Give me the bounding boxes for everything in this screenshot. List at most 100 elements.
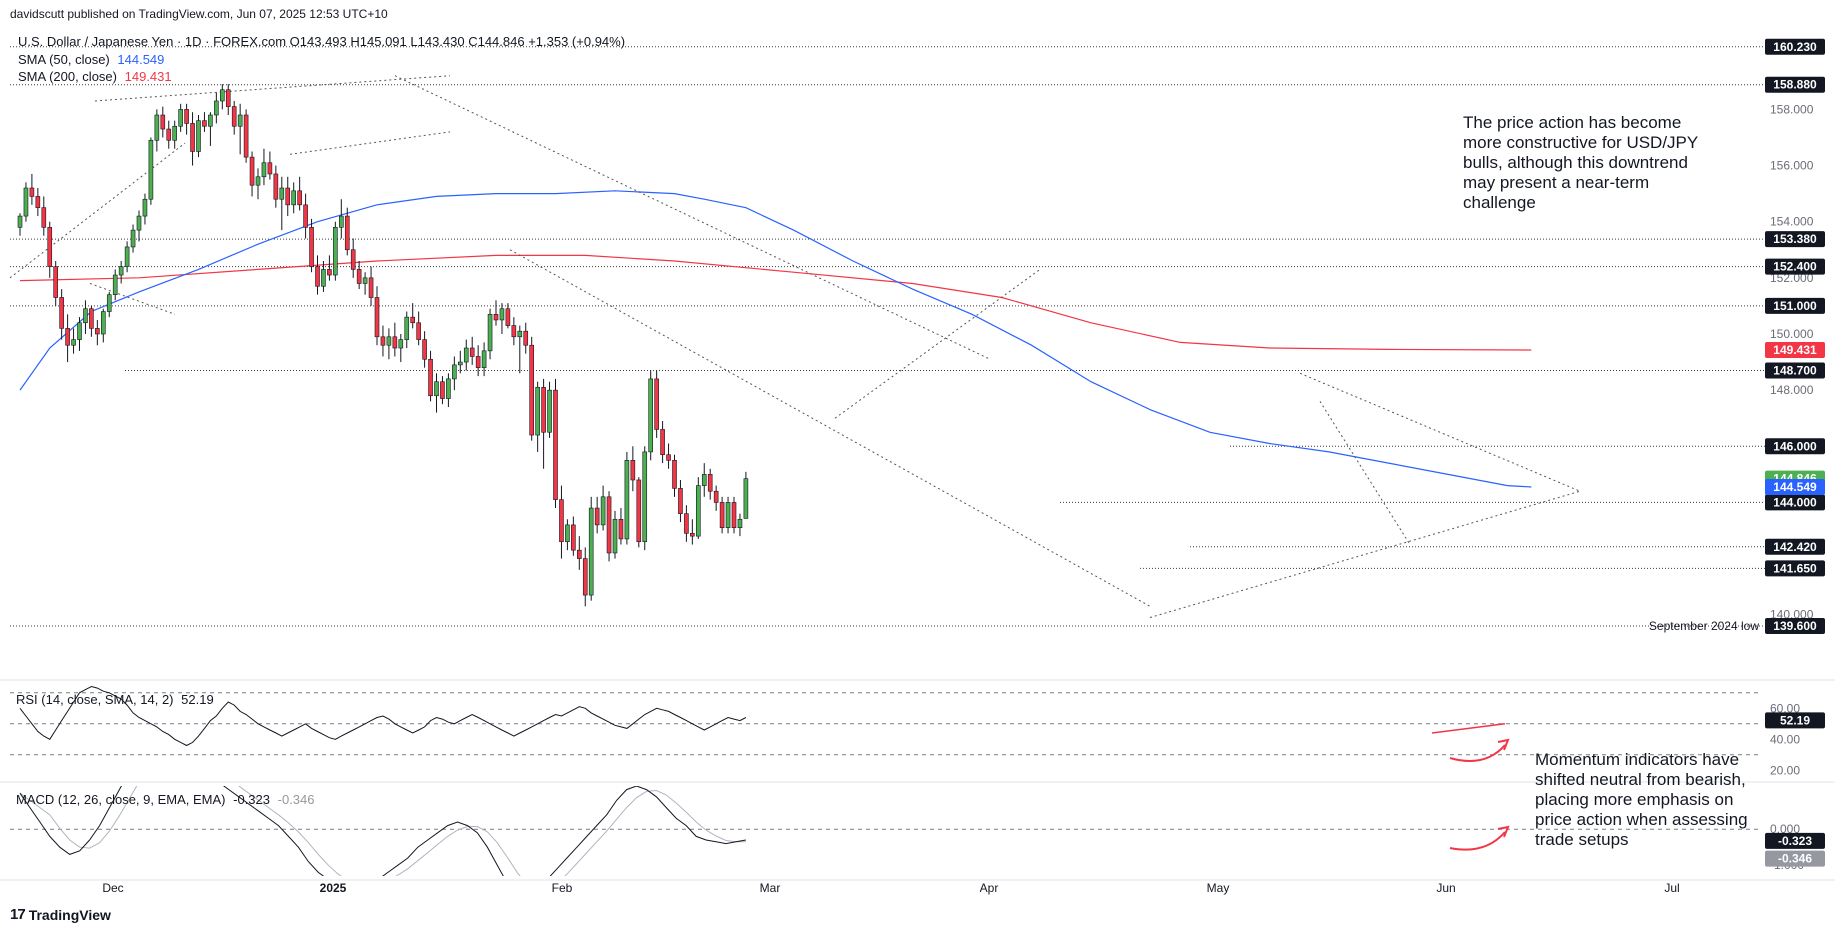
rsi-value-tag-bg (1765, 712, 1825, 729)
candle-body (493, 314, 499, 321)
sma200-legend[interactable]: SMA (200, close) 149.431 (18, 69, 172, 84)
candle-body (618, 518, 624, 540)
candle-body (523, 330, 529, 346)
candle-body (202, 120, 207, 127)
price-level-label-bg (1765, 38, 1825, 55)
candle-body (529, 344, 535, 436)
symbol-legend[interactable]: U.S. Dollar / Japanese Yen · 1D · FOREX.… (18, 34, 626, 49)
price-axis-tick: 148.000 (1770, 383, 1814, 397)
sma50-line (19, 190, 1532, 488)
candle-body (511, 325, 517, 338)
rsi-trend-annotation (1431, 723, 1506, 734)
candle-body (565, 524, 570, 543)
price-action-note: The price action has become more constru… (1463, 113, 1698, 212)
time-axis-tick: Dec (102, 881, 123, 895)
sma50-value: 144.549 (117, 52, 165, 67)
macd-value-tag: -0.323 (1778, 834, 1812, 848)
candle-body (636, 479, 642, 543)
rsi-curve-arrow (1449, 744, 1506, 762)
candle-body (285, 187, 291, 206)
candle-body (225, 89, 231, 107)
price-level-label-bg (1765, 560, 1825, 577)
rsi-legend[interactable]: RSI (14, close, SMA, 14, 2) 52.19 (16, 692, 214, 707)
candle-body (130, 229, 136, 248)
candle-body (267, 162, 273, 175)
macd-signal-value: -0.346 (277, 792, 315, 807)
price-tag-label: 149.431 (1773, 343, 1817, 357)
candle-body (142, 198, 148, 217)
rsi-axis-tick: 60.00 (1770, 701, 1800, 715)
candle-body (344, 215, 350, 251)
time-axis-tick: Jun (1436, 881, 1455, 895)
candle-body (517, 330, 523, 338)
time-axis-tick: Apr (980, 881, 999, 895)
candle-body (475, 356, 481, 368)
price-level-label-bg (1765, 362, 1825, 379)
macd-legend[interactable]: MACD (12, 26, close, 9, EMA, EMA) -0.323… (16, 792, 315, 807)
candle-body (487, 314, 493, 352)
sma200-label: SMA (200, close) (18, 69, 117, 84)
price-tag-bg (1765, 341, 1825, 358)
trendline (509, 249, 1151, 607)
candle-body (362, 277, 368, 284)
price-level-label: 151.000 (1773, 299, 1817, 313)
candle-body (469, 347, 475, 357)
trendline (94, 75, 451, 102)
candle-body (695, 485, 701, 537)
price-level-label-bg (1765, 297, 1825, 314)
trendline (1149, 490, 1581, 619)
candle-body (499, 308, 505, 321)
tradingview-logo[interactable]: 17 TradingView (10, 906, 111, 923)
candle-body (368, 277, 374, 298)
price-level-label-bg (1765, 258, 1825, 275)
time-axis-tick: 2025 (320, 881, 347, 895)
candle-body (95, 328, 100, 335)
candle-body (690, 533, 695, 537)
price-level-label-bg (1765, 617, 1825, 634)
candle-body (178, 109, 183, 127)
tradingview-logo-icon: 17 (10, 906, 26, 923)
candle-body (350, 249, 356, 270)
candle-body (53, 266, 59, 298)
price-axis-tick: 154.000 (1770, 215, 1814, 229)
candle-body (582, 558, 588, 596)
candle-body (701, 474, 707, 486)
candle-body (731, 502, 737, 529)
candle-body (434, 381, 439, 397)
candle-body (243, 114, 249, 158)
candle-body (576, 549, 582, 559)
sma50-label: SMA (50, close) (18, 52, 110, 67)
macd-value: -0.323 (233, 792, 271, 807)
candle-body (642, 451, 648, 543)
brand-name: TradingView (28, 906, 111, 923)
candle-body (333, 227, 338, 276)
candle-body (291, 190, 297, 206)
macd-curve-arrow (1449, 831, 1506, 851)
candle-body (35, 196, 41, 208)
candle-body (208, 114, 213, 127)
signal-value-tag-bg (1765, 850, 1825, 867)
signal-value-tag: -0.346 (1778, 852, 1812, 866)
candle-body (707, 474, 713, 492)
candle-body (190, 123, 195, 152)
candle-body (600, 496, 606, 526)
macd-signal-line (19, 786, 746, 876)
publisher-line: davidscutt published on TradingView.com,… (10, 7, 388, 21)
candle-body (559, 499, 564, 543)
candle-body (398, 339, 404, 349)
momentum-note: Momentum indicators have shifted neutral… (1535, 750, 1748, 849)
time-axis-tick: May (1207, 881, 1230, 895)
candle-body (404, 316, 410, 340)
candle-body (237, 114, 243, 127)
candle-body (594, 507, 600, 526)
candle-body (29, 187, 35, 197)
sma50-legend[interactable]: SMA (50, close) 144.549 (18, 52, 164, 67)
candle-body (457, 361, 463, 366)
candle-body (446, 378, 451, 399)
candle-body (136, 215, 142, 231)
candle-body (463, 347, 469, 363)
candle-body (196, 120, 201, 152)
candle-body (535, 387, 540, 436)
candle-body (23, 187, 29, 217)
